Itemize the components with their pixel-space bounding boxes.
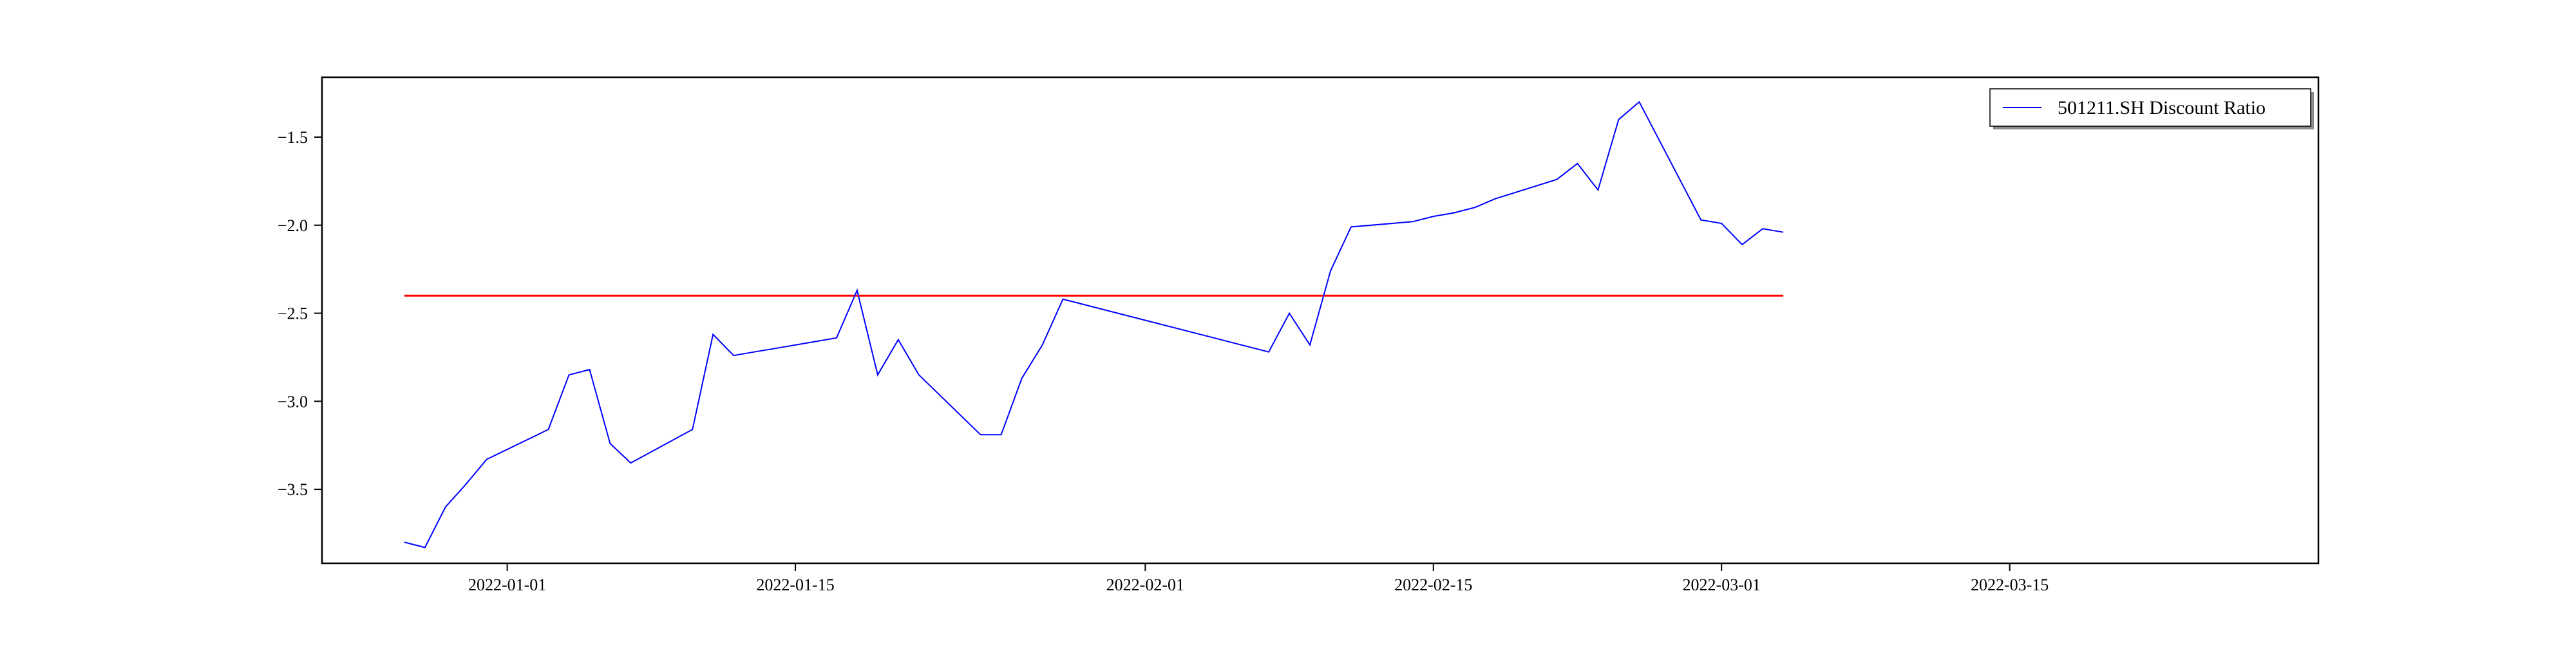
y-tick-label: −3.5 (278, 480, 308, 499)
y-tick-label: −2.0 (278, 216, 308, 235)
x-tick-label: 2022-01-01 (468, 576, 546, 594)
x-tick-label: 2022-02-01 (1106, 576, 1184, 594)
x-tick-label: 2022-01-15 (756, 576, 834, 594)
legend: 501211.SH Discount Ratio (1990, 89, 2314, 129)
x-tick-label: 2022-02-15 (1394, 576, 1472, 594)
x-tick-label: 2022-03-01 (1683, 576, 1761, 594)
legend-label: 501211.SH Discount Ratio (2058, 97, 2266, 118)
y-tick-label: −1.5 (278, 128, 308, 147)
y-tick-label: −3.0 (278, 392, 308, 411)
x-tick-label: 2022-03-15 (1971, 576, 2049, 594)
y-tick-label: −2.5 (278, 305, 308, 323)
